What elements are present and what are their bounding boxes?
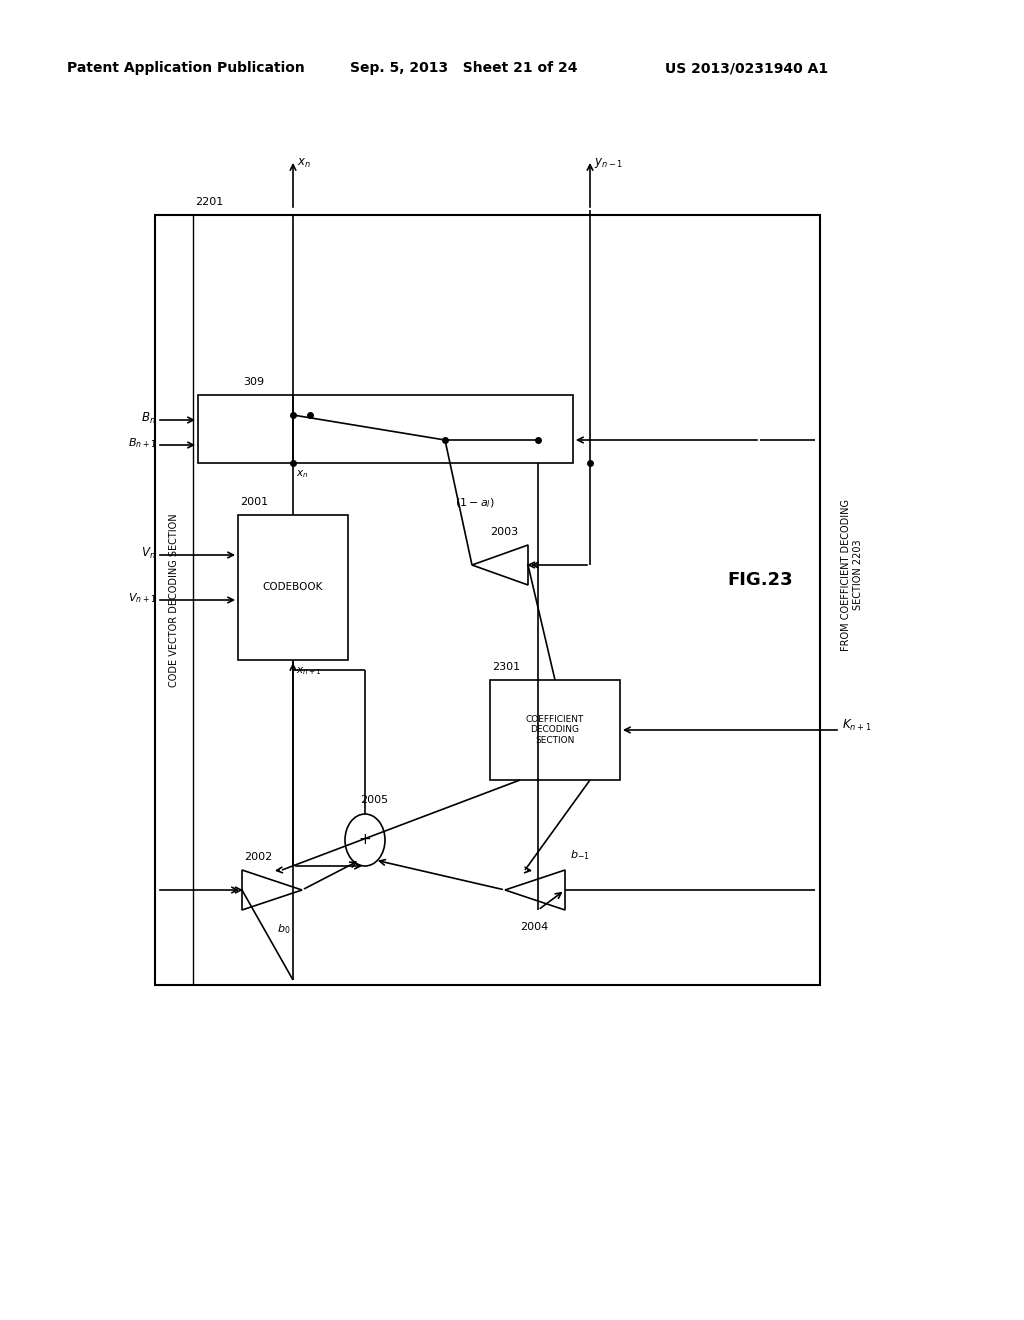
Text: $V_{n+1}$: $V_{n+1}$ xyxy=(128,591,156,605)
Text: 2005: 2005 xyxy=(360,795,388,805)
Text: $x_n$: $x_n$ xyxy=(296,469,308,479)
Text: FIG.23: FIG.23 xyxy=(727,572,793,589)
Text: $b_{-1}$: $b_{-1}$ xyxy=(570,849,590,862)
Text: 2301: 2301 xyxy=(492,663,520,672)
Text: Sep. 5, 2013   Sheet 21 of 24: Sep. 5, 2013 Sheet 21 of 24 xyxy=(350,61,578,75)
Bar xyxy=(490,680,620,780)
Text: 2003: 2003 xyxy=(490,527,518,537)
Text: FROM COEFFICIENT DECODING
SECTION 2203: FROM COEFFICIENT DECODING SECTION 2203 xyxy=(841,499,863,651)
Bar xyxy=(198,395,573,463)
Text: $K_{n+1}$: $K_{n+1}$ xyxy=(842,718,871,733)
Bar xyxy=(155,215,820,985)
Text: $(1-a_l)$: $(1-a_l)$ xyxy=(455,496,495,510)
Text: US 2013/0231940 A1: US 2013/0231940 A1 xyxy=(665,61,828,75)
Text: $B_n$: $B_n$ xyxy=(141,411,156,425)
Text: $x_{n+1}$: $x_{n+1}$ xyxy=(296,665,322,677)
Bar xyxy=(238,515,348,660)
Text: CODEBOOK: CODEBOOK xyxy=(263,582,324,591)
Text: $V_n$: $V_n$ xyxy=(141,545,156,561)
Text: $x_n$: $x_n$ xyxy=(297,157,311,169)
Text: $B_{n+1}$: $B_{n+1}$ xyxy=(128,436,156,450)
Text: CODE VECTOR DECODING SECTION: CODE VECTOR DECODING SECTION xyxy=(169,513,179,686)
Text: Patent Application Publication: Patent Application Publication xyxy=(67,61,305,75)
Text: 2001: 2001 xyxy=(240,498,268,507)
Text: 2002: 2002 xyxy=(244,851,272,862)
Text: COEFFICIENT
DECODING
SECTION: COEFFICIENT DECODING SECTION xyxy=(525,715,584,744)
Text: $b_0$: $b_0$ xyxy=(278,921,291,936)
Text: 2201: 2201 xyxy=(195,197,223,207)
Text: 2004: 2004 xyxy=(520,921,548,932)
Text: $y_{n-1}$: $y_{n-1}$ xyxy=(594,156,623,170)
Text: 309: 309 xyxy=(243,378,264,387)
Text: $+$: $+$ xyxy=(358,833,372,847)
